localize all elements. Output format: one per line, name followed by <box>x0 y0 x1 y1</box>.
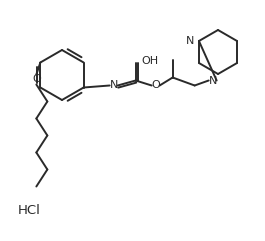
Text: N: N <box>109 80 118 91</box>
Text: N: N <box>186 36 194 46</box>
Text: OH: OH <box>142 56 159 67</box>
Text: O: O <box>151 80 160 91</box>
Text: O: O <box>32 74 41 83</box>
Text: HCl: HCl <box>18 203 41 216</box>
Text: N: N <box>209 75 217 86</box>
